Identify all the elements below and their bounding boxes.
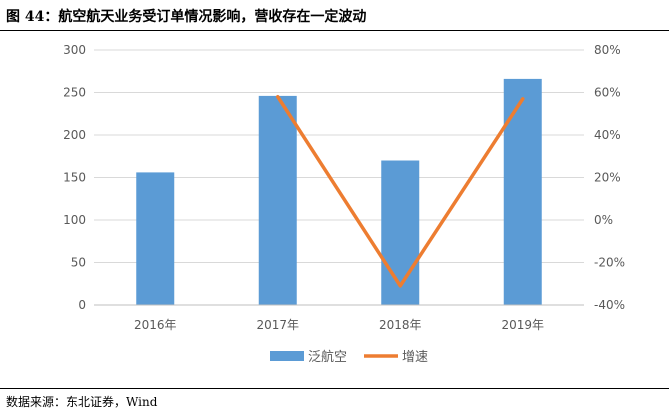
x-tick-label: 2016年 xyxy=(134,318,177,332)
y-right-tick-label: 20% xyxy=(594,171,621,185)
y-right-tick-label: -40% xyxy=(594,298,625,312)
bar xyxy=(258,95,297,306)
y-right-tick-label: 80% xyxy=(594,43,621,57)
y-left-tick-label: 50 xyxy=(71,256,86,270)
y-left-tick-label: 100 xyxy=(63,213,86,227)
source-divider xyxy=(0,388,669,389)
y-left-tick-label: 0 xyxy=(78,298,86,312)
y-left-tick-label: 150 xyxy=(63,171,86,185)
y-right-tick-label: 60% xyxy=(594,86,621,100)
bar xyxy=(136,172,175,305)
x-tick-label: 2019年 xyxy=(501,318,544,332)
y-right-tick-label: 40% xyxy=(594,128,621,142)
y-left-tick-label: 300 xyxy=(63,43,86,57)
x-tick-label: 2018年 xyxy=(379,318,422,332)
legend-label-line: 增速 xyxy=(402,350,428,365)
y-right-tick-label: -20% xyxy=(594,256,625,270)
y-left-tick-label: 200 xyxy=(63,128,86,142)
legend-label-bar: 泛航空 xyxy=(308,349,347,365)
data-source: 数据来源：东北证券，Wind xyxy=(6,395,158,409)
x-tick-label: 2017年 xyxy=(256,318,299,332)
bar xyxy=(381,160,420,305)
title-divider xyxy=(0,30,669,31)
bar xyxy=(503,78,542,306)
y-right-tick-label: 0% xyxy=(594,213,613,227)
legend-swatch-bar xyxy=(270,351,304,361)
y-left-tick-label: 250 xyxy=(63,86,86,100)
chart-title: 图 44：航空航天业务受订单情况影响，营收存在一定波动 xyxy=(6,9,367,25)
